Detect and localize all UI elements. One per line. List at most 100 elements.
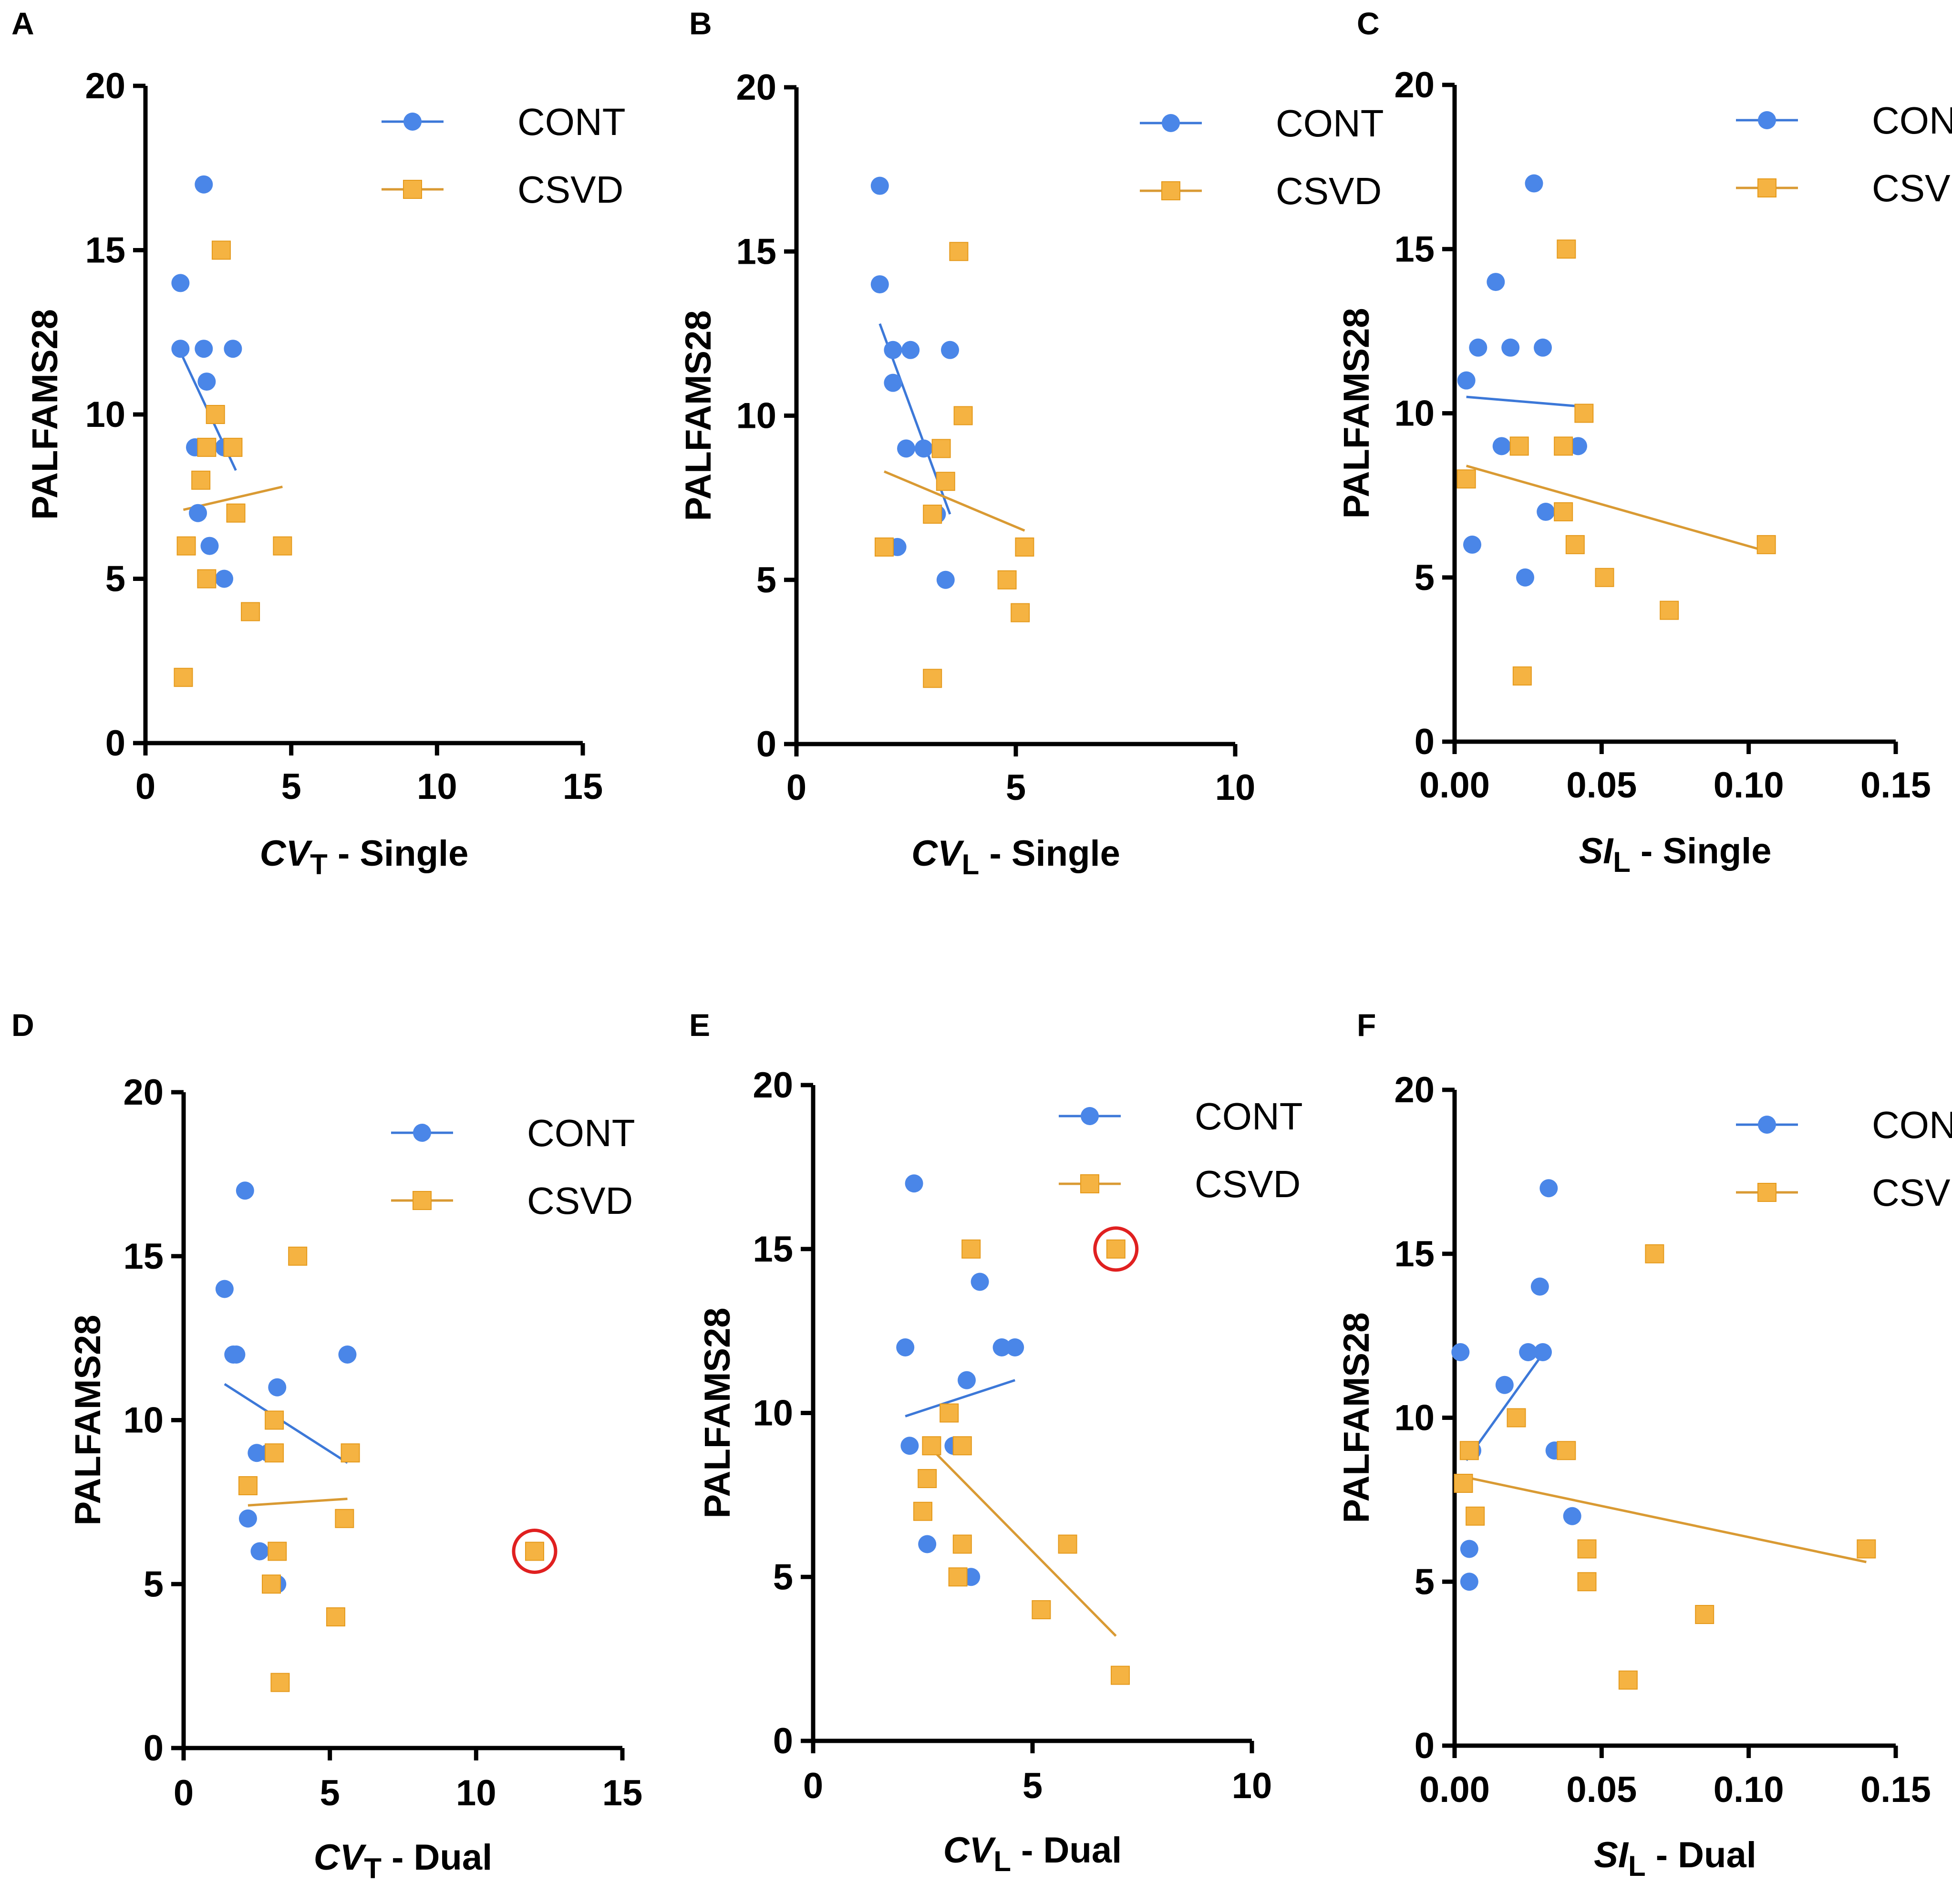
cont-point bbox=[897, 439, 915, 458]
cont-point bbox=[215, 569, 234, 588]
cont-point bbox=[958, 1371, 976, 1389]
y-tick-label: 5 bbox=[1415, 1562, 1435, 1602]
legend-label-csvd: CSVD bbox=[1872, 1171, 1952, 1214]
csvd-point bbox=[936, 472, 955, 491]
x-tick-label: 0 bbox=[803, 1766, 823, 1806]
legend-label-csvd: CSVD bbox=[527, 1180, 633, 1222]
cont-point bbox=[1469, 338, 1487, 357]
cont-point bbox=[200, 537, 219, 555]
y-tick-label: 15 bbox=[85, 230, 125, 271]
legend: CONT CSVD bbox=[1140, 102, 1384, 212]
csvd-point bbox=[922, 1436, 941, 1456]
y-tick-label: 15 bbox=[736, 231, 776, 272]
cont-point bbox=[900, 1437, 919, 1455]
x-axis-title: SIL - Single bbox=[1579, 831, 1771, 878]
cont-point bbox=[896, 1338, 915, 1356]
x-tick-label: 0.15 bbox=[1860, 765, 1931, 806]
x-tick-label: 0.05 bbox=[1566, 765, 1637, 806]
csvd-point bbox=[1454, 1474, 1473, 1493]
y-tick-label: 20 bbox=[85, 66, 125, 106]
csvd-point bbox=[952, 1436, 972, 1456]
cont-point bbox=[215, 1280, 234, 1298]
outlier-ring bbox=[512, 1529, 558, 1574]
panel-letter: E bbox=[689, 1007, 710, 1043]
csvd-point bbox=[949, 242, 969, 261]
legend-marker-csvd bbox=[413, 1191, 432, 1210]
y-tick-label: 15 bbox=[123, 1236, 164, 1277]
csvd-point bbox=[211, 240, 231, 260]
y-tick-label: 10 bbox=[85, 394, 125, 435]
y-tick-label: 15 bbox=[753, 1229, 793, 1270]
cont-point bbox=[1487, 273, 1505, 291]
csvd-point bbox=[1660, 600, 1679, 620]
cont-point bbox=[1460, 1573, 1478, 1591]
x-axis-title: CVL - Dual bbox=[943, 1830, 1122, 1877]
legend: CONT CSVD bbox=[391, 1112, 635, 1222]
y-tick-label: 20 bbox=[736, 67, 776, 108]
x-tick-label: 0.10 bbox=[1714, 765, 1784, 806]
csvd-point bbox=[288, 1246, 308, 1266]
csvd-point bbox=[341, 1443, 360, 1463]
csvd-point bbox=[948, 1567, 968, 1587]
y-tick-label: 20 bbox=[753, 1065, 793, 1106]
cont-point bbox=[870, 176, 889, 195]
csvd-point bbox=[1574, 404, 1594, 423]
y-axis-title: PALFAMS28 bbox=[25, 309, 65, 520]
panel-f: F 0 5 10 15 20 0.00 0.05 0.10 0.15 PALFAMS28 SIL - … bbox=[1336, 1007, 1952, 1882]
y-tick-label: 20 bbox=[1394, 65, 1435, 105]
csvd-point bbox=[197, 437, 217, 457]
cont-fit-line bbox=[905, 1379, 1015, 1418]
x-tick-label: 15 bbox=[563, 766, 603, 807]
csvd-point bbox=[1557, 239, 1576, 259]
csvd-point bbox=[1554, 502, 1573, 522]
csvd-point bbox=[270, 1673, 290, 1692]
legend-marker-csvd bbox=[1080, 1174, 1099, 1193]
cont-point bbox=[1539, 1179, 1558, 1198]
cont-point bbox=[914, 439, 933, 458]
y-tick-label: 0 bbox=[1415, 1726, 1435, 1766]
y-tick-label: 5 bbox=[105, 559, 125, 600]
csvd-fit-line bbox=[884, 470, 1025, 532]
csvd-point bbox=[1106, 1239, 1126, 1259]
x-tick-label: 0 bbox=[786, 767, 806, 808]
x-axis-title: SIL - Dual bbox=[1594, 1835, 1756, 1882]
x-tick-label: 0.05 bbox=[1566, 1769, 1637, 1810]
legend-label-cont: CONT bbox=[527, 1112, 635, 1154]
cont-point bbox=[171, 340, 190, 358]
x-axis-title: CVT - Single bbox=[260, 833, 469, 880]
y-tick-label: 5 bbox=[1415, 558, 1435, 598]
csvd-point bbox=[268, 1542, 287, 1561]
csvd-point bbox=[953, 406, 973, 425]
cont-point bbox=[195, 175, 213, 194]
csvd-point bbox=[1756, 535, 1776, 554]
csvd-point bbox=[262, 1574, 281, 1594]
csvd-point bbox=[197, 569, 217, 589]
cont-point bbox=[884, 373, 902, 392]
csvd-point bbox=[335, 1509, 354, 1528]
x-axis-title: CVL - Single bbox=[911, 833, 1120, 880]
csvd-point bbox=[997, 570, 1017, 590]
csvd-point bbox=[223, 437, 243, 457]
cont-point bbox=[1501, 338, 1520, 357]
csvd-point bbox=[1456, 469, 1476, 489]
csvd-point bbox=[1577, 1572, 1597, 1592]
csvd-fit-line bbox=[248, 1498, 348, 1507]
csvd-point bbox=[1015, 537, 1034, 557]
panel-letter: A bbox=[11, 6, 34, 41]
y-axis-title: PALFAMS28 bbox=[68, 1314, 108, 1525]
x-tick-label: 0.00 bbox=[1419, 1769, 1490, 1810]
x-tick-label: 5 bbox=[320, 1773, 340, 1813]
csvd-point bbox=[1058, 1534, 1077, 1554]
legend: CONT CSVD bbox=[1736, 99, 1952, 209]
csvd-point bbox=[191, 470, 211, 490]
cont-point bbox=[901, 341, 920, 359]
cont-point bbox=[1525, 174, 1543, 193]
panel-letter: D bbox=[11, 1007, 34, 1043]
csvd-point bbox=[1466, 1506, 1485, 1526]
cont-fit-line bbox=[1466, 395, 1584, 408]
csvd-point bbox=[1577, 1539, 1597, 1559]
csvd-point bbox=[226, 503, 246, 523]
csvd-point bbox=[918, 1469, 937, 1488]
csvd-point bbox=[265, 1443, 284, 1463]
legend-label-cont: CONT bbox=[1276, 102, 1384, 145]
